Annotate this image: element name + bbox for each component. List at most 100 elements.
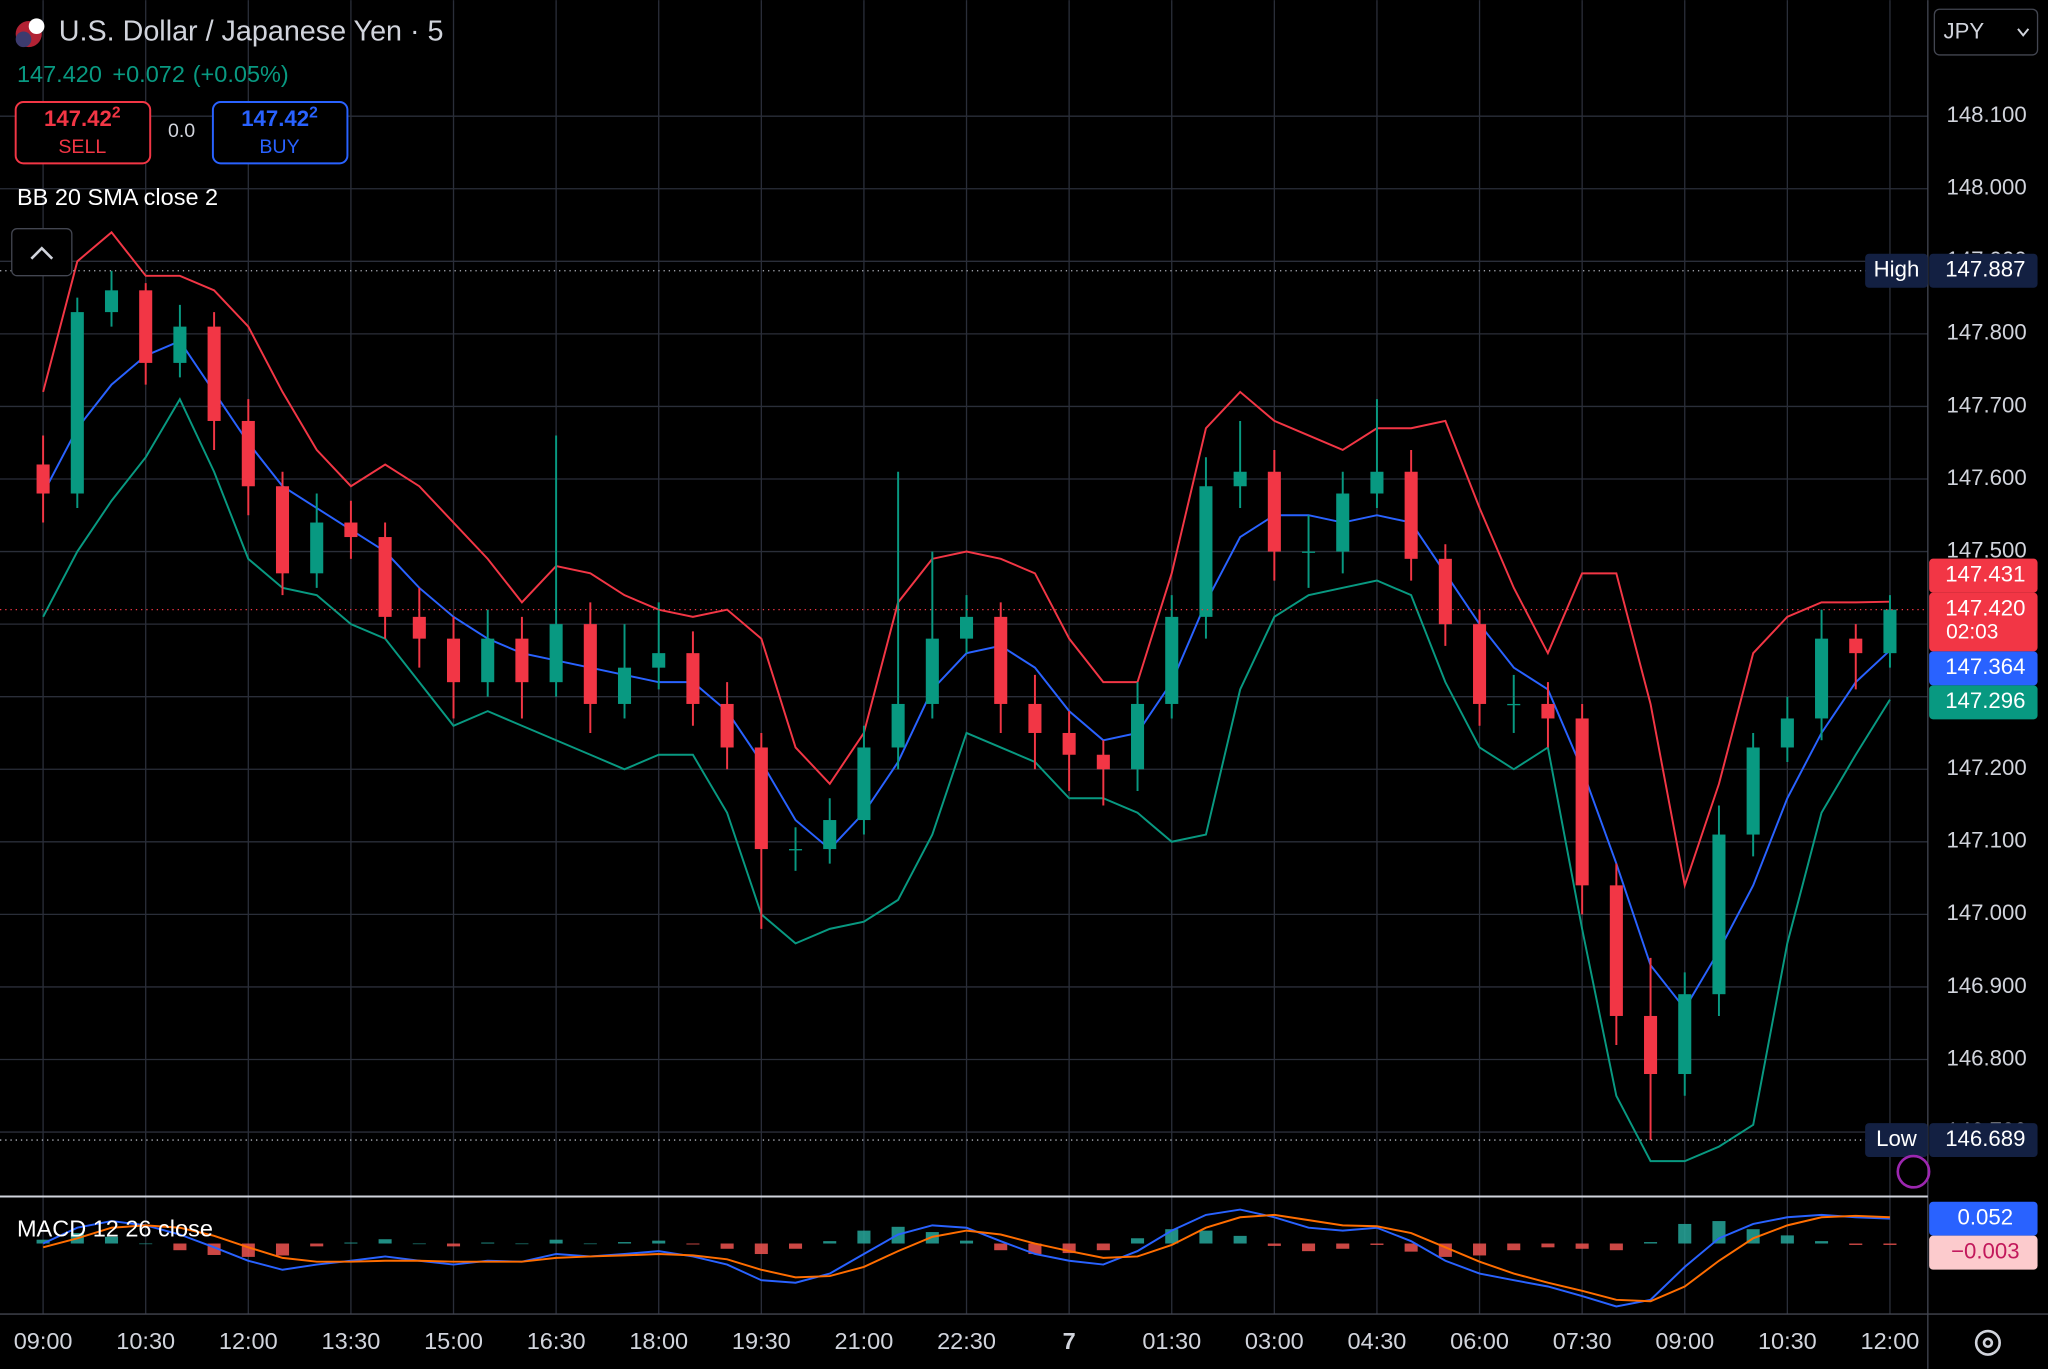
histogram-bar: [1575, 1243, 1589, 1249]
histogram-bar: [1267, 1243, 1281, 1246]
price-badge-label: 0.052: [1958, 1205, 2014, 1230]
x-tick-label: 12:00: [219, 1328, 278, 1354]
x-tick-label: 09:00: [1655, 1328, 1714, 1354]
candle-body: [652, 653, 666, 668]
candle-body: [1404, 471, 1418, 559]
currency-label: JPY: [1944, 19, 1985, 44]
histogram-bar: [173, 1243, 187, 1251]
histogram-bar: [754, 1243, 768, 1255]
candle-body: [583, 624, 597, 704]
histogram-bar: [1131, 1238, 1145, 1244]
price-badge: [1929, 1123, 2038, 1158]
quote-change-pct: (+0.05%): [193, 61, 289, 87]
price-badge-label: 146.689: [1945, 1126, 2025, 1151]
alert-icon[interactable]: [1896, 1154, 1931, 1189]
candle-body: [241, 420, 255, 487]
candle-body: [1302, 551, 1316, 553]
candle-body: [1541, 703, 1555, 719]
histogram-bar: [1199, 1230, 1213, 1244]
histogram-bar: [1883, 1243, 1897, 1245]
currency-dropdown[interactable]: [1933, 8, 2039, 56]
x-tick-label: 10:30: [1758, 1328, 1817, 1354]
histogram-bar: [481, 1242, 495, 1244]
x-tick-label: 01:30: [1142, 1328, 1201, 1354]
collapse-button[interactable]: [11, 228, 73, 277]
x-tick-label: 7: [1063, 1328, 1076, 1354]
candle-body: [1780, 718, 1794, 748]
candle-body: [788, 849, 803, 851]
y-tick-label: 146.800: [1947, 1045, 2027, 1070]
price-badge-label: 147.431: [1945, 562, 2025, 587]
histogram-bar: [275, 1243, 290, 1256]
symbol-title: U.S. Dollar / Japanese Yen · 5: [59, 15, 444, 47]
settings-icon[interactable]: [1974, 1329, 2001, 1356]
y-tick-label: 147.100: [1947, 828, 2027, 853]
buy-button[interactable]: [211, 100, 349, 165]
candle-body: [70, 312, 84, 494]
histogram-bar: [104, 1236, 119, 1244]
x-tick-label: 04:30: [1348, 1328, 1407, 1354]
histogram-bar: [1541, 1243, 1555, 1248]
candle-body: [1131, 703, 1145, 770]
macd-label: MACD 12 26 close: [17, 1216, 213, 1242]
candle-body: [1473, 624, 1487, 704]
histogram-bar: [1678, 1223, 1692, 1244]
histogram-bar: [788, 1243, 803, 1249]
histogram-bar: [515, 1243, 529, 1245]
histogram-bar: [446, 1243, 461, 1247]
candle-body: [1644, 1015, 1658, 1075]
buy-price: 147.422: [241, 105, 318, 131]
histogram-bar: [1336, 1243, 1350, 1249]
candle-body: [754, 747, 768, 850]
x-tick-label: 21:00: [835, 1328, 894, 1354]
histogram-bar: [549, 1239, 563, 1244]
badge-name: High: [1874, 257, 1920, 282]
candle-body: [344, 522, 358, 538]
histogram-bar: [960, 1240, 974, 1244]
price-badge-label: 147.420: [1945, 595, 2025, 620]
price-badge: [1929, 1235, 2038, 1270]
badge-name: Low: [1876, 1126, 1918, 1151]
spread: 0.0: [168, 120, 195, 142]
candle-body: [1815, 638, 1829, 719]
histogram-bar: [1849, 1243, 1863, 1245]
price-badge: [1929, 558, 2038, 593]
candle-body: [1849, 638, 1863, 654]
histogram-bar: [1062, 1243, 1076, 1254]
grid: [0, 0, 1928, 1315]
histogram-bar: [617, 1242, 632, 1244]
x-tick-label: 15:00: [424, 1328, 483, 1354]
histogram-bar: [583, 1243, 597, 1245]
price-badge-label: 147.887: [1945, 257, 2025, 282]
candle-body: [36, 464, 50, 494]
histogram-bar: [1096, 1243, 1110, 1251]
candle-body: [207, 326, 221, 421]
x-tick-label: 12:00: [1861, 1328, 1920, 1354]
histogram-bar: [1404, 1243, 1418, 1252]
candle-body: [960, 616, 974, 639]
candle-body: [1746, 747, 1760, 835]
price-badge-label: 147.296: [1945, 688, 2025, 713]
candle-body: [1096, 754, 1110, 770]
histogram-bar: [720, 1243, 734, 1249]
x-tick-label: 07:30: [1553, 1328, 1612, 1354]
candle-body: [378, 537, 392, 617]
chevron-icon: [30, 246, 54, 260]
histogram-bar: [1233, 1235, 1247, 1244]
header: U.S. Dollar / Japanese Yen · 5 147.420 +0…: [11, 8, 2039, 1356]
price-badge-label: −0.003: [1951, 1239, 2019, 1264]
sell-button[interactable]: [14, 100, 152, 165]
histogram-bar: [1815, 1241, 1829, 1244]
histogram-bar: [1644, 1242, 1658, 1244]
x-tick-label: 09:00: [14, 1328, 73, 1354]
candle-body: [139, 290, 153, 363]
candle-body: [686, 653, 700, 704]
candle-body: [994, 616, 1008, 704]
x-tick-label: 19:30: [732, 1328, 791, 1354]
quote-change: +0.072: [112, 61, 185, 87]
badge-name-box: [1865, 1123, 1928, 1158]
candle-body: [1199, 486, 1213, 617]
badge-name-box: [1865, 253, 1928, 288]
